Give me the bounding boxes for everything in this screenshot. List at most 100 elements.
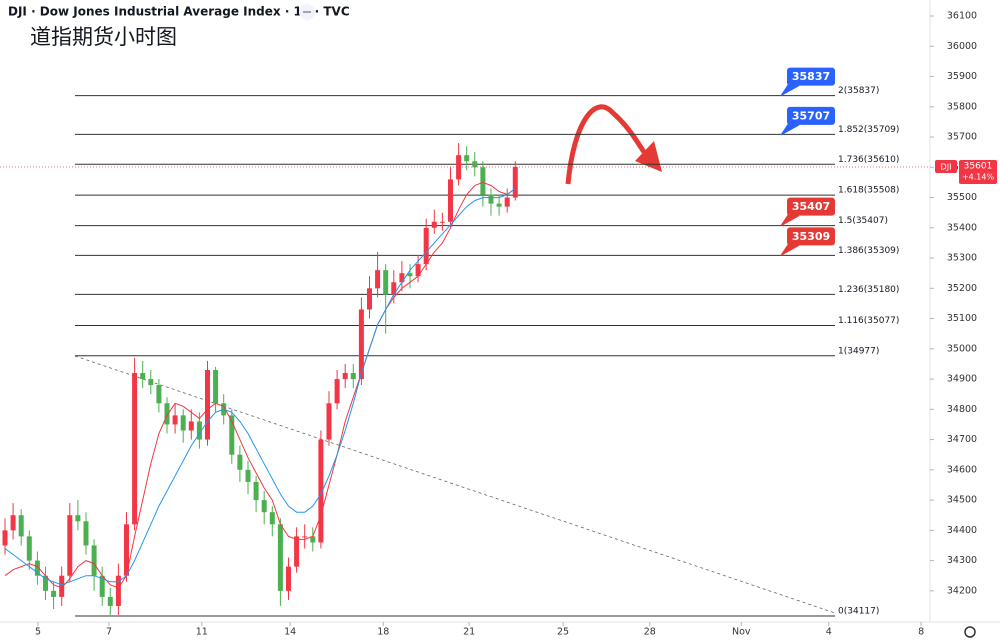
x-tick-label: 25	[557, 627, 569, 638]
callout-label: 35309	[792, 230, 830, 243]
callout-label: 35707	[792, 109, 830, 122]
y-tick-label: 35500	[947, 192, 977, 203]
candle-body	[51, 590, 57, 597]
fib-level-label: 1(34977)	[838, 346, 879, 356]
y-tick-label: 34800	[947, 404, 977, 415]
candle-body	[512, 166, 518, 198]
forecast-arrow	[565, 104, 647, 185]
y-tick-label: 34900	[947, 374, 977, 385]
y-tick-label: 35900	[947, 71, 977, 82]
candle-body	[431, 221, 437, 228]
candle-body	[213, 369, 219, 404]
candle-body	[123, 524, 129, 576]
candle-body	[229, 415, 235, 455]
x-tick-label: 8	[918, 627, 924, 638]
candle-body	[399, 273, 405, 283]
candle-body	[75, 515, 81, 522]
callout-pointer	[780, 122, 800, 136]
callout-label: 35407	[792, 200, 830, 213]
candle-body	[277, 524, 283, 591]
callout-pointer	[780, 213, 800, 227]
candle-body	[456, 155, 462, 180]
settings-icon[interactable]	[964, 626, 976, 638]
fib-level-label: 1.5(35407)	[838, 216, 888, 226]
candle-body	[488, 194, 494, 204]
y-tick-label: 34400	[947, 525, 977, 536]
y-tick-label: 34500	[947, 495, 977, 506]
y-tick-label: 35800	[947, 101, 977, 112]
candle-body	[83, 521, 89, 546]
candle-body	[26, 536, 32, 561]
x-tick-label: 11	[196, 627, 208, 638]
symbol-tag-label: DJI	[941, 162, 952, 171]
chart-title: 道指期货小时图	[30, 25, 177, 49]
callout-box	[787, 227, 835, 246]
callout-box	[787, 106, 835, 125]
price-axis	[930, 0, 1000, 644]
candle-body	[196, 421, 202, 440]
callout-pointer	[780, 83, 800, 97]
fib-level-label: 1.618(35508)	[838, 186, 899, 196]
candle-body	[423, 227, 429, 265]
callout-box	[787, 197, 835, 216]
x-tick-label: 21	[463, 627, 475, 638]
candle-body	[342, 373, 348, 380]
candle-body	[115, 575, 121, 606]
candle-body	[310, 536, 316, 543]
candle-body	[439, 221, 445, 223]
fib-level-label: 2(35837)	[838, 86, 879, 96]
x-tick-label: 14	[284, 627, 296, 638]
fib-level-label: 1.386(35309)	[838, 246, 899, 256]
candle-body	[18, 515, 24, 537]
candle-body	[285, 566, 291, 591]
symbol-tag	[935, 159, 957, 173]
candle-body	[148, 379, 154, 386]
x-tick-label: 28	[644, 627, 656, 638]
y-tick-label: 35400	[947, 222, 977, 233]
candle-body	[245, 469, 251, 482]
candle-body	[253, 481, 259, 501]
y-tick-label: 36000	[947, 41, 977, 52]
fib-level-label: 1.852(35709)	[838, 125, 899, 135]
candle-body	[172, 415, 178, 425]
candle-body	[10, 515, 16, 531]
x-tick-label: 18	[377, 627, 389, 638]
candle-body	[447, 179, 453, 222]
candle-body	[294, 536, 300, 567]
callout-pointer	[780, 243, 800, 256]
candle-body	[318, 439, 324, 543]
candle-body	[326, 403, 332, 440]
candle-body	[140, 373, 146, 380]
candle-body	[504, 197, 510, 207]
candle-body	[496, 203, 502, 207]
candle-body	[261, 500, 267, 513]
x-tick-label: 7	[106, 627, 112, 638]
candle-body	[415, 264, 421, 277]
price-tag	[959, 159, 997, 184]
candle-body	[383, 270, 389, 295]
candle-body	[350, 373, 356, 380]
price-tag-label: 35601	[964, 161, 993, 171]
candle-body	[204, 369, 210, 440]
y-tick-label: 35100	[947, 313, 977, 324]
y-tick-label: 35300	[947, 253, 977, 264]
candle-body	[132, 373, 138, 525]
candle-body	[34, 560, 40, 576]
y-tick-label: 35000	[947, 343, 977, 354]
fib-level-label: 1.116(35077)	[838, 316, 899, 326]
candle-body	[164, 403, 170, 425]
candle-body	[375, 270, 381, 289]
fib-level-label: 1.736(35610)	[838, 155, 899, 165]
candle-body	[358, 309, 364, 380]
candle-body	[99, 575, 105, 597]
candle-body	[480, 167, 486, 195]
candle-body	[464, 155, 470, 162]
candle-body	[91, 545, 97, 576]
chart-header: DJI · Dow Jones Industrial Average Index…	[8, 5, 350, 19]
candle-body	[188, 421, 194, 431]
moving-average	[4, 188, 516, 586]
y-tick-label: 35700	[947, 132, 977, 143]
candle-body	[302, 536, 308, 538]
candle-body	[180, 415, 186, 431]
